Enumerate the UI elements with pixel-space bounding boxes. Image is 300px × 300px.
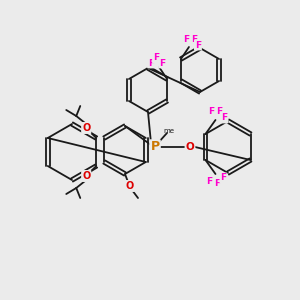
Text: F: F: [208, 107, 214, 116]
Text: F: F: [153, 53, 159, 62]
Text: F: F: [220, 173, 226, 182]
Text: F: F: [148, 58, 154, 68]
Text: F: F: [216, 107, 223, 116]
Text: F: F: [221, 113, 227, 122]
Text: O: O: [82, 123, 90, 133]
Text: F: F: [195, 40, 201, 50]
Text: F: F: [183, 34, 189, 43]
Text: P: P: [150, 140, 160, 154]
Text: O: O: [186, 142, 194, 152]
Text: F: F: [191, 34, 197, 43]
Text: F: F: [159, 58, 165, 68]
Text: O: O: [82, 171, 90, 181]
Text: F: F: [214, 178, 220, 188]
Text: me: me: [164, 128, 175, 134]
Text: O: O: [126, 181, 134, 191]
Text: F: F: [206, 178, 212, 187]
